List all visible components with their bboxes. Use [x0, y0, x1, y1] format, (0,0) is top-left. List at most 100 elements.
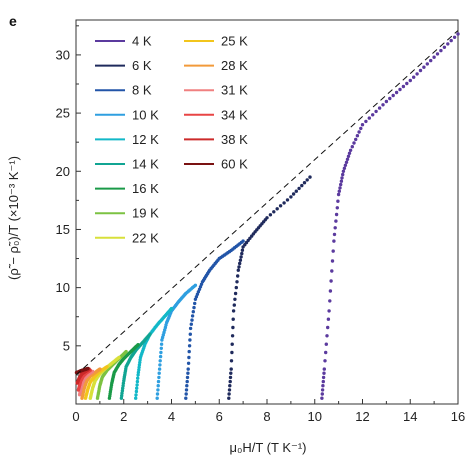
legend-item: 6 K — [95, 58, 152, 73]
data-point — [331, 249, 335, 253]
data-point — [412, 75, 416, 79]
data-point — [136, 376, 140, 380]
x-tick-label: 0 — [72, 409, 79, 424]
data-point — [320, 388, 325, 392]
data-point — [321, 379, 325, 384]
data-point — [121, 381, 126, 385]
data-point — [240, 248, 245, 252]
data-point — [134, 393, 138, 397]
legend-item: 28 K — [184, 58, 248, 73]
data-point — [384, 99, 389, 104]
data-point — [425, 62, 429, 66]
data-point — [329, 279, 333, 283]
data-point — [121, 386, 125, 390]
data-point — [156, 384, 160, 388]
data-point — [456, 32, 460, 36]
data-point — [189, 322, 193, 326]
y-axis-title: (ρ̃ − ρ̃₀)/T (×10⁻³ K⁻¹) — [6, 156, 21, 280]
data-point — [339, 179, 344, 183]
series-10-k — [155, 283, 198, 400]
data-point — [374, 109, 378, 114]
data-point — [186, 371, 190, 375]
data-point — [234, 285, 238, 290]
data-point — [119, 396, 124, 400]
data-point — [187, 344, 192, 348]
data-point — [343, 163, 348, 167]
data-point — [186, 367, 190, 371]
data-point — [228, 384, 232, 388]
data-point — [340, 176, 344, 180]
data-point — [236, 274, 240, 278]
data-point — [334, 219, 338, 223]
data-point — [241, 239, 245, 243]
data-point — [121, 384, 125, 388]
data-point — [446, 42, 450, 46]
data-point — [136, 370, 141, 375]
data-point — [188, 332, 192, 336]
y-tick-label: 15 — [56, 222, 70, 237]
data-point — [325, 334, 329, 338]
data-point — [230, 334, 235, 338]
data-point — [357, 130, 361, 134]
data-point — [300, 183, 304, 188]
legend-item: 31 K — [184, 83, 248, 98]
data-point — [452, 35, 457, 39]
data-point — [327, 309, 331, 313]
data-point — [333, 226, 337, 230]
data-point — [184, 396, 188, 400]
data-point — [371, 113, 375, 117]
data-point — [239, 255, 243, 259]
data-point — [326, 325, 330, 330]
legend-label: 8 K — [132, 83, 152, 98]
legend-item: 10 K — [95, 107, 159, 122]
legend-label: 34 K — [221, 107, 248, 122]
data-point — [155, 396, 159, 400]
data-point — [193, 301, 197, 306]
data-point — [345, 157, 350, 161]
data-point — [352, 141, 356, 145]
data-point — [184, 392, 188, 396]
data-point — [422, 65, 426, 69]
data-point — [227, 396, 231, 400]
data-point — [320, 392, 324, 396]
data-point — [117, 355, 121, 360]
fit-line — [75, 30, 459, 376]
data-point — [347, 151, 352, 155]
data-point — [322, 367, 326, 371]
data-point — [302, 181, 307, 185]
legend-label: 4 K — [132, 34, 152, 49]
data-point — [355, 134, 360, 138]
x-tick-label: 2 — [120, 409, 127, 424]
data-point — [332, 232, 337, 237]
data-point — [332, 239, 336, 243]
data-point — [238, 258, 243, 262]
data-point — [237, 265, 241, 269]
data-point — [134, 396, 138, 400]
legend-label: 31 K — [221, 83, 248, 98]
data-point — [337, 189, 341, 193]
data-point — [442, 45, 447, 49]
data-point — [158, 354, 163, 359]
legend-item: 34 K — [184, 107, 248, 122]
data-point — [137, 363, 142, 367]
data-point — [120, 394, 124, 398]
data-point — [159, 350, 163, 355]
legend-label: 28 K — [221, 58, 248, 73]
data-point — [330, 269, 334, 273]
data-point — [155, 392, 160, 396]
data-point — [193, 283, 198, 287]
legend-item: 19 K — [95, 206, 159, 221]
data-point — [341, 172, 345, 177]
data-point — [227, 388, 232, 392]
data-point — [305, 178, 309, 182]
series-14-k — [119, 332, 152, 400]
data-point — [346, 154, 351, 158]
y-tick-label: 20 — [56, 164, 70, 179]
x-tick-label: 4 — [168, 409, 175, 424]
data-point — [230, 342, 234, 346]
series-16-k — [107, 343, 140, 400]
data-point — [344, 160, 349, 164]
data-point — [227, 392, 231, 396]
x-tick-label: 16 — [451, 409, 465, 424]
data-point — [137, 368, 141, 372]
